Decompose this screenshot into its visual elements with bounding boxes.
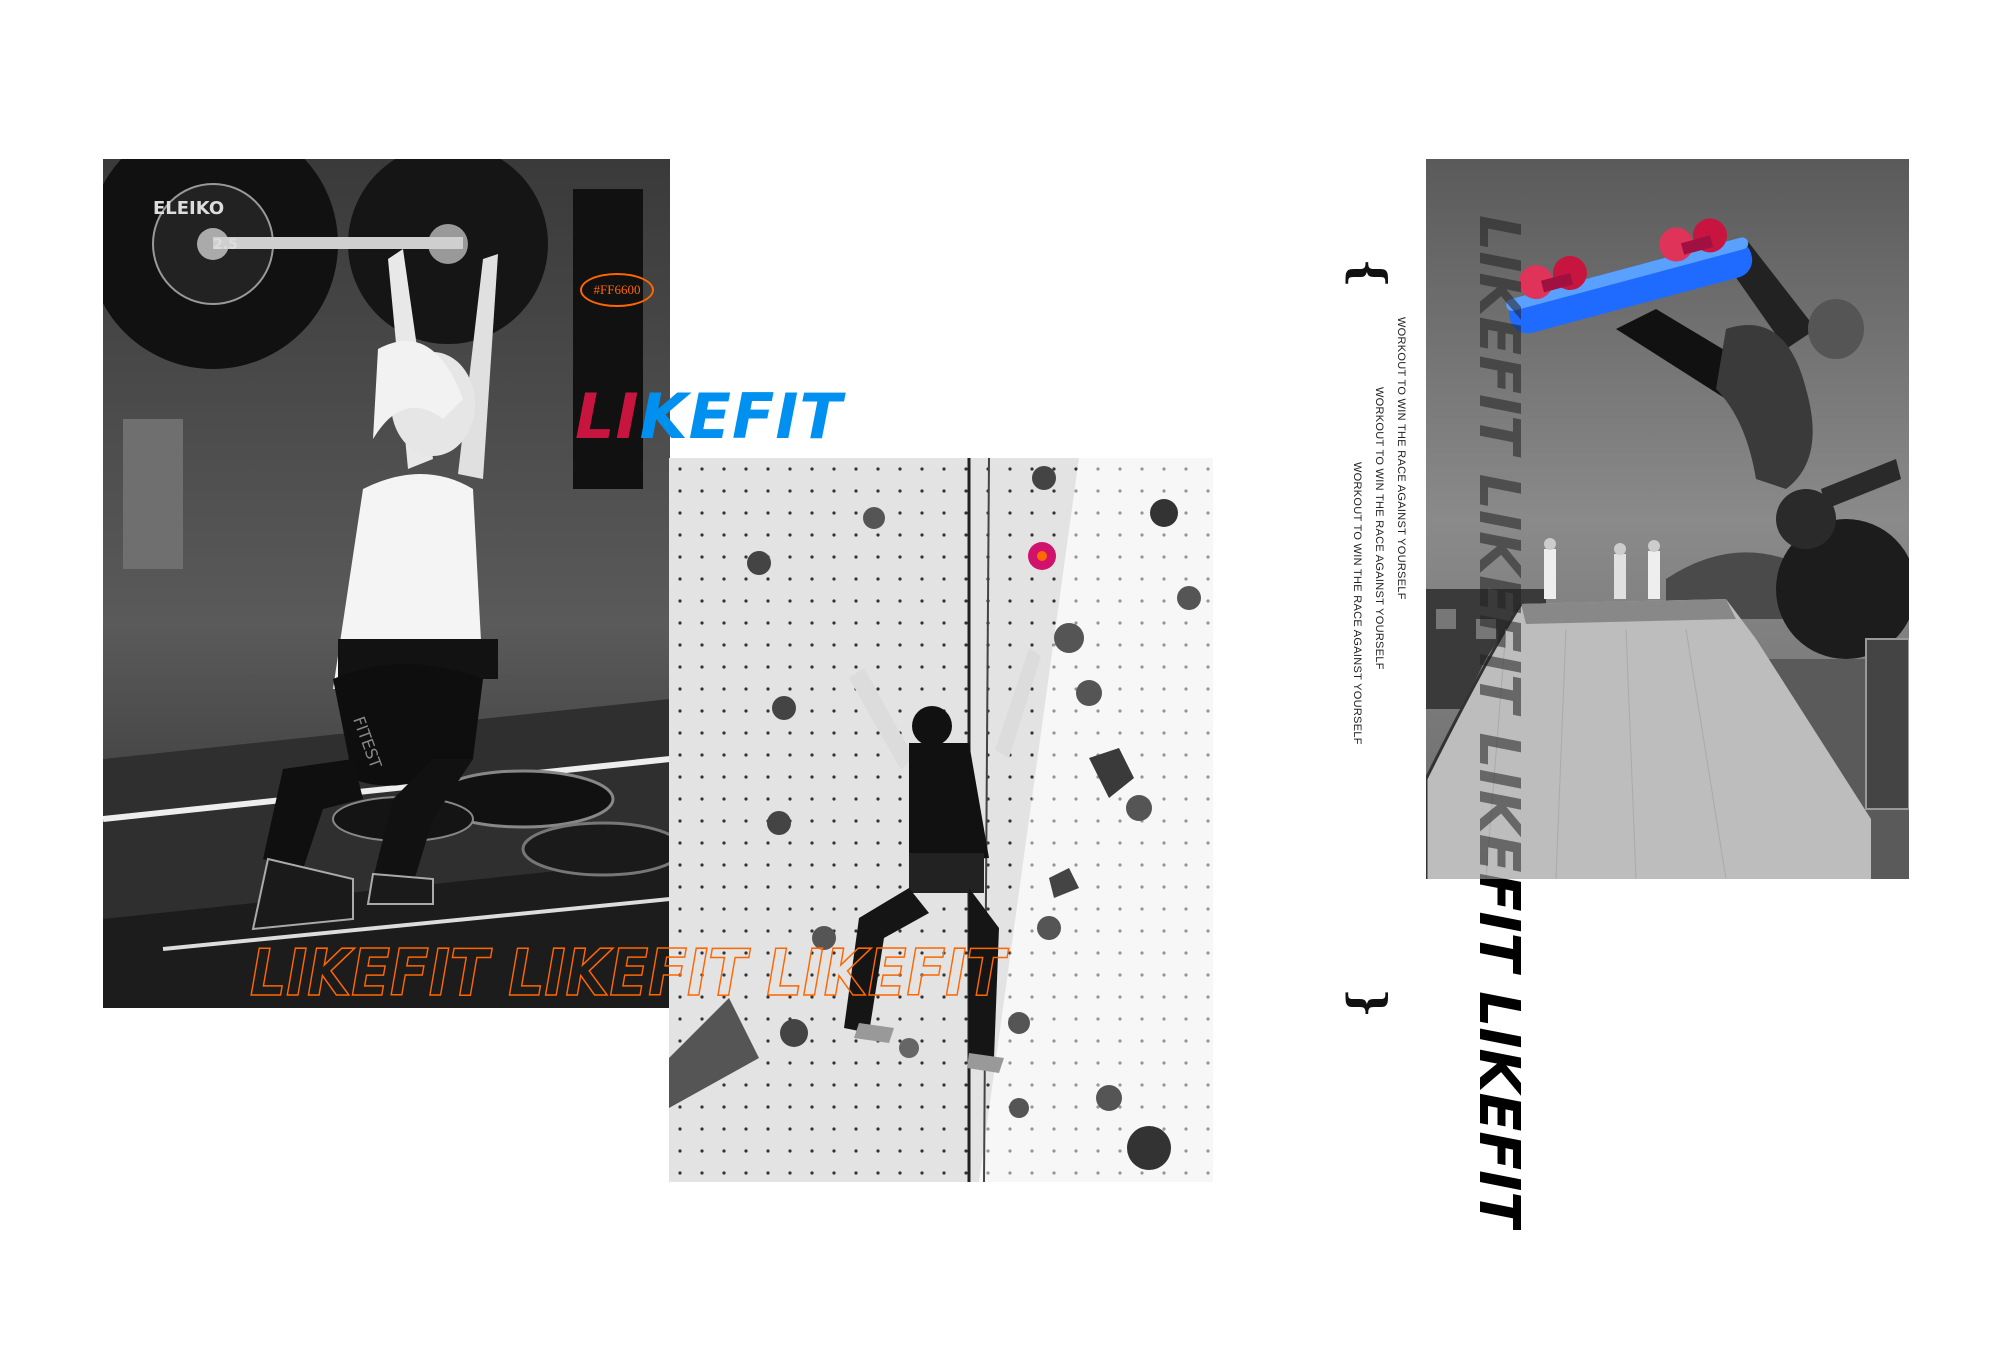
weightlifter-illustration: ELEIKO 2.5 FITEST xyxy=(103,159,670,1008)
climber-photo xyxy=(669,458,1213,1182)
outline-wordmark-text: LIKEFIT LIKEFIT LIKEFIT xyxy=(250,937,1009,1007)
skater-photo xyxy=(1426,159,1909,879)
vertical-wordmark-svg: LIKEFIT LIKEFIT LIKEFIT LIKEFIT LIKEFIT … xyxy=(1468,215,1528,1230)
vertical-wordmark-text-overlay: LIKEFIT LIKEFIT LIKEFIT LIKEFIT xyxy=(1468,215,1528,1230)
weightlifter-photo: ELEIKO 2.5 FITEST xyxy=(103,159,670,1008)
slogan-block: WORKOUT TO WIN THE RACE AGAINST YOURSELF… xyxy=(1350,312,1410,782)
slogan-line-1: WORKOUT TO WIN THE RACE AGAINST YOURSELF xyxy=(1395,317,1407,600)
color-code-tag: #FF6600 xyxy=(580,273,654,307)
slogan-line-3: WORKOUT TO WIN THE RACE AGAINST YOURSELF xyxy=(1351,462,1363,745)
vertical-wordmark-text: LIKEFIT LIKEFIT LIKEFIT LIKEFIT xyxy=(1468,215,1528,1230)
slogan-line-2: WORKOUT TO WIN THE RACE AGAINST YOURSELF xyxy=(1373,387,1385,670)
plate-weight-label: 2.5 xyxy=(213,237,238,253)
vertical-wordmark: LIKEFIT LIKEFIT LIKEFIT LIKEFIT LIKEFIT … xyxy=(1468,215,1528,1230)
outline-wordmark-svg: LIKEFIT LIKEFIT LIKEFIT xyxy=(250,937,1010,1007)
skateboard xyxy=(1506,218,1753,334)
skater-illustration xyxy=(1426,159,1909,879)
slogan-svg: WORKOUT TO WIN THE RACE AGAINST YOURSELF… xyxy=(1351,317,1407,745)
climber-illustration xyxy=(669,458,1213,1182)
brace-bottom: } xyxy=(1341,988,1396,1018)
plate-label: ELEIKO xyxy=(153,198,224,219)
brace-top: { xyxy=(1341,258,1396,288)
outline-wordmark: LIKEFIT LIKEFIT LIKEFIT xyxy=(250,937,1010,1007)
brand-logo: LIKEFIT xyxy=(575,386,843,448)
brand-logo-part-a: LI xyxy=(575,380,640,453)
brand-logo-part-b: KEFIT xyxy=(639,380,843,453)
